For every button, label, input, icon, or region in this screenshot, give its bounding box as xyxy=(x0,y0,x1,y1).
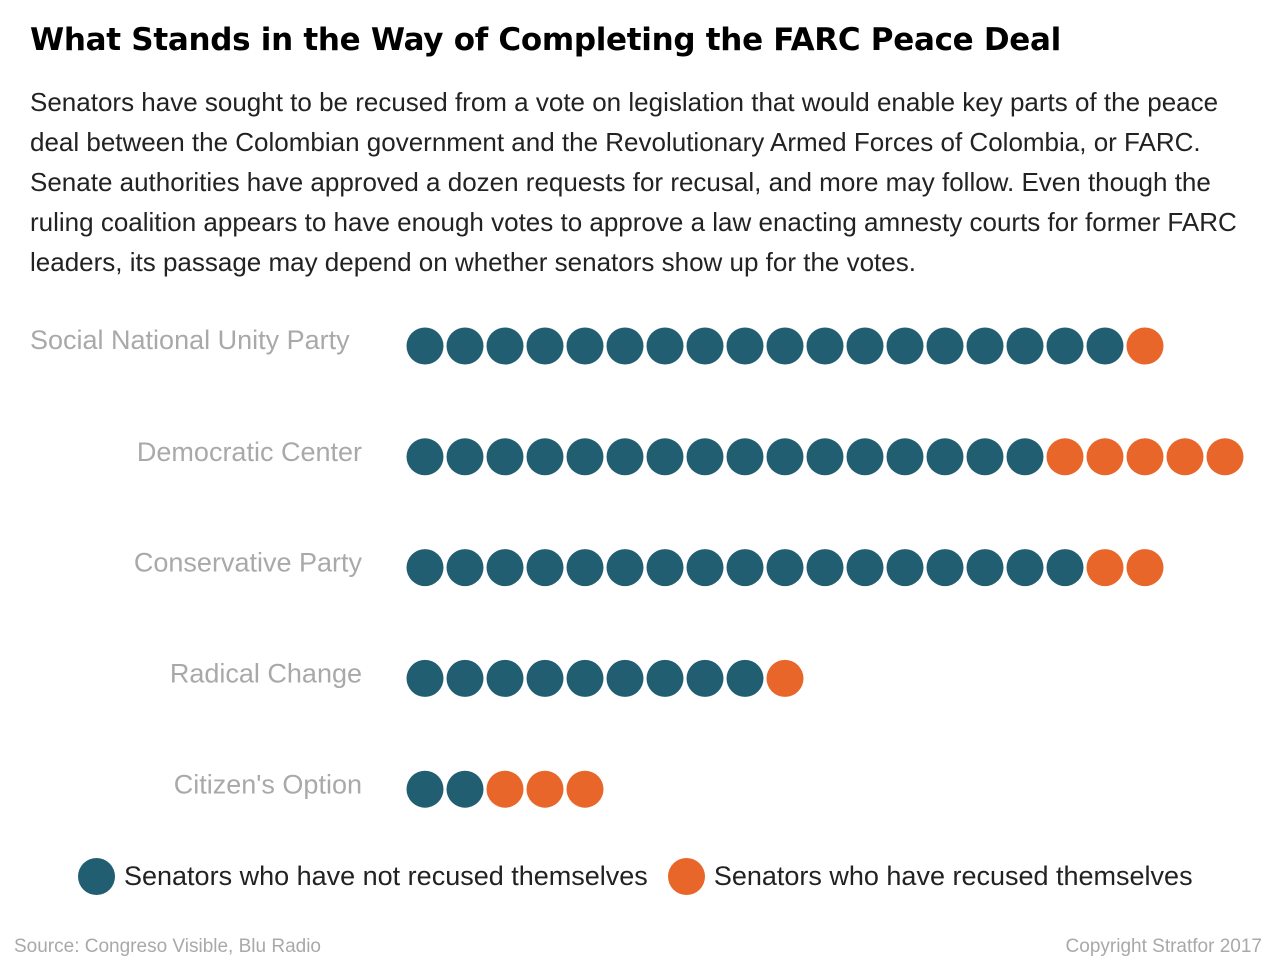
senator-dot-not-recused xyxy=(686,549,724,587)
chart-title: What Stands in the Way of Completing the… xyxy=(30,22,1061,58)
senator-dot-not-recused xyxy=(1006,549,1044,587)
senator-dot-not-recused xyxy=(846,327,884,365)
senator-dot-not-recused xyxy=(926,438,964,476)
senator-dot-not-recused xyxy=(526,438,564,476)
senator-dot-not-recused xyxy=(886,549,924,587)
senator-dot-not-recused xyxy=(486,659,524,697)
senator-dot-not-recused xyxy=(606,438,644,476)
senator-dot-not-recused xyxy=(406,549,444,587)
senator-dot-not-recused xyxy=(446,327,484,365)
senator-dot-recused xyxy=(1086,438,1124,476)
senator-dot-not-recused xyxy=(406,438,444,476)
senator-dot-not-recused xyxy=(646,659,684,697)
senator-dot-not-recused xyxy=(1006,327,1044,365)
senator-dot-recused xyxy=(1166,438,1204,476)
senator-dot-not-recused xyxy=(726,659,764,697)
senator-dot-not-recused xyxy=(486,549,524,587)
senator-dot-not-recused xyxy=(566,438,604,476)
senator-dot-not-recused xyxy=(806,327,844,365)
senator-dot-not-recused xyxy=(1046,549,1084,587)
senator-dot-not-recused xyxy=(566,327,604,365)
legend-marker-not-recused xyxy=(78,857,115,895)
legend-marker-recused xyxy=(667,857,705,895)
senator-dot-not-recused xyxy=(766,327,804,365)
senator-dot-not-recused xyxy=(846,549,884,587)
legend: Senators who have not recused themselves… xyxy=(78,856,1213,896)
legend-label-not-recused: Senators who have not recused themselves xyxy=(124,860,648,891)
dot-chart: Social National Unity Party Democratic Ce… xyxy=(30,325,1244,808)
senator-dot-not-recused xyxy=(486,327,524,365)
senator-dot-not-recused xyxy=(446,438,484,476)
senator-dot-recused xyxy=(1126,438,1164,476)
senator-dot-not-recused xyxy=(846,438,884,476)
senator-dot-not-recused xyxy=(526,549,564,587)
senator-dot-not-recused xyxy=(646,438,684,476)
senator-dot-not-recused xyxy=(606,327,644,365)
senator-dot-recused xyxy=(566,770,604,808)
senator-dot-not-recused xyxy=(886,327,924,365)
senator-dot-not-recused xyxy=(686,438,724,476)
senator-dot-not-recused xyxy=(806,438,844,476)
senator-dot-not-recused xyxy=(646,549,684,587)
senator-dot-not-recused xyxy=(526,327,564,365)
senator-dot-recused xyxy=(1046,438,1084,476)
senator-dot-recused xyxy=(1126,327,1164,365)
senator-dot-not-recused xyxy=(966,327,1004,365)
senator-dot-not-recused xyxy=(966,549,1004,587)
senator-dot-not-recused xyxy=(606,549,644,587)
senator-dot-not-recused xyxy=(886,438,924,476)
senator-dot-recused xyxy=(526,770,564,808)
senator-dot-recused xyxy=(766,659,804,697)
senator-dot-not-recused xyxy=(446,659,484,697)
senator-dot-not-recused xyxy=(1086,327,1124,365)
senator-dot-not-recused xyxy=(926,549,964,587)
category-label: Democratic Center xyxy=(137,437,362,467)
category-label: Citizen's Option xyxy=(174,769,362,799)
category-label: Conservative Party xyxy=(134,548,363,578)
senator-dot-not-recused xyxy=(486,438,524,476)
senator-dot-not-recused xyxy=(726,549,764,587)
senator-dot-recused xyxy=(1206,438,1244,476)
senator-dot-not-recused xyxy=(526,659,564,697)
senator-dot-not-recused xyxy=(446,549,484,587)
senator-dot-not-recused xyxy=(566,659,604,697)
senator-dot-not-recused xyxy=(686,327,724,365)
category-label: Social National Unity Party xyxy=(30,325,350,355)
senator-dot-recused xyxy=(1126,549,1164,587)
senator-dot-not-recused xyxy=(686,659,724,697)
senator-dot-not-recused xyxy=(406,770,444,808)
category-label: Radical Change xyxy=(170,659,362,689)
copyright-note: Copyright Stratfor 2017 xyxy=(1065,936,1262,957)
legend-label-recused: Senators who have recused themselves xyxy=(713,860,1193,891)
senator-dot-not-recused xyxy=(406,659,444,697)
senator-dot-not-recused xyxy=(766,549,804,587)
senator-dot-not-recused xyxy=(1006,438,1044,476)
senator-dot-not-recused xyxy=(646,327,684,365)
senator-dot-not-recused xyxy=(726,327,764,365)
senator-dot-not-recused xyxy=(726,438,764,476)
chart-subtitle: Senators have sought to be recused from … xyxy=(30,87,1237,277)
senator-dot-recused xyxy=(1086,549,1124,587)
senator-dot-not-recused xyxy=(406,327,444,365)
senator-dot-not-recused xyxy=(606,659,644,697)
senator-dot-not-recused xyxy=(926,327,964,365)
senator-dot-not-recused xyxy=(966,438,1004,476)
senator-dot-recused xyxy=(486,770,524,808)
senator-dot-not-recused xyxy=(766,438,804,476)
source-note: Source: Congreso Visible, Blu Radio xyxy=(14,936,321,957)
senator-dot-not-recused xyxy=(1046,327,1084,365)
senator-dot-not-recused xyxy=(446,770,484,808)
senator-dot-not-recused xyxy=(566,549,604,587)
senator-dot-not-recused xyxy=(806,549,844,587)
